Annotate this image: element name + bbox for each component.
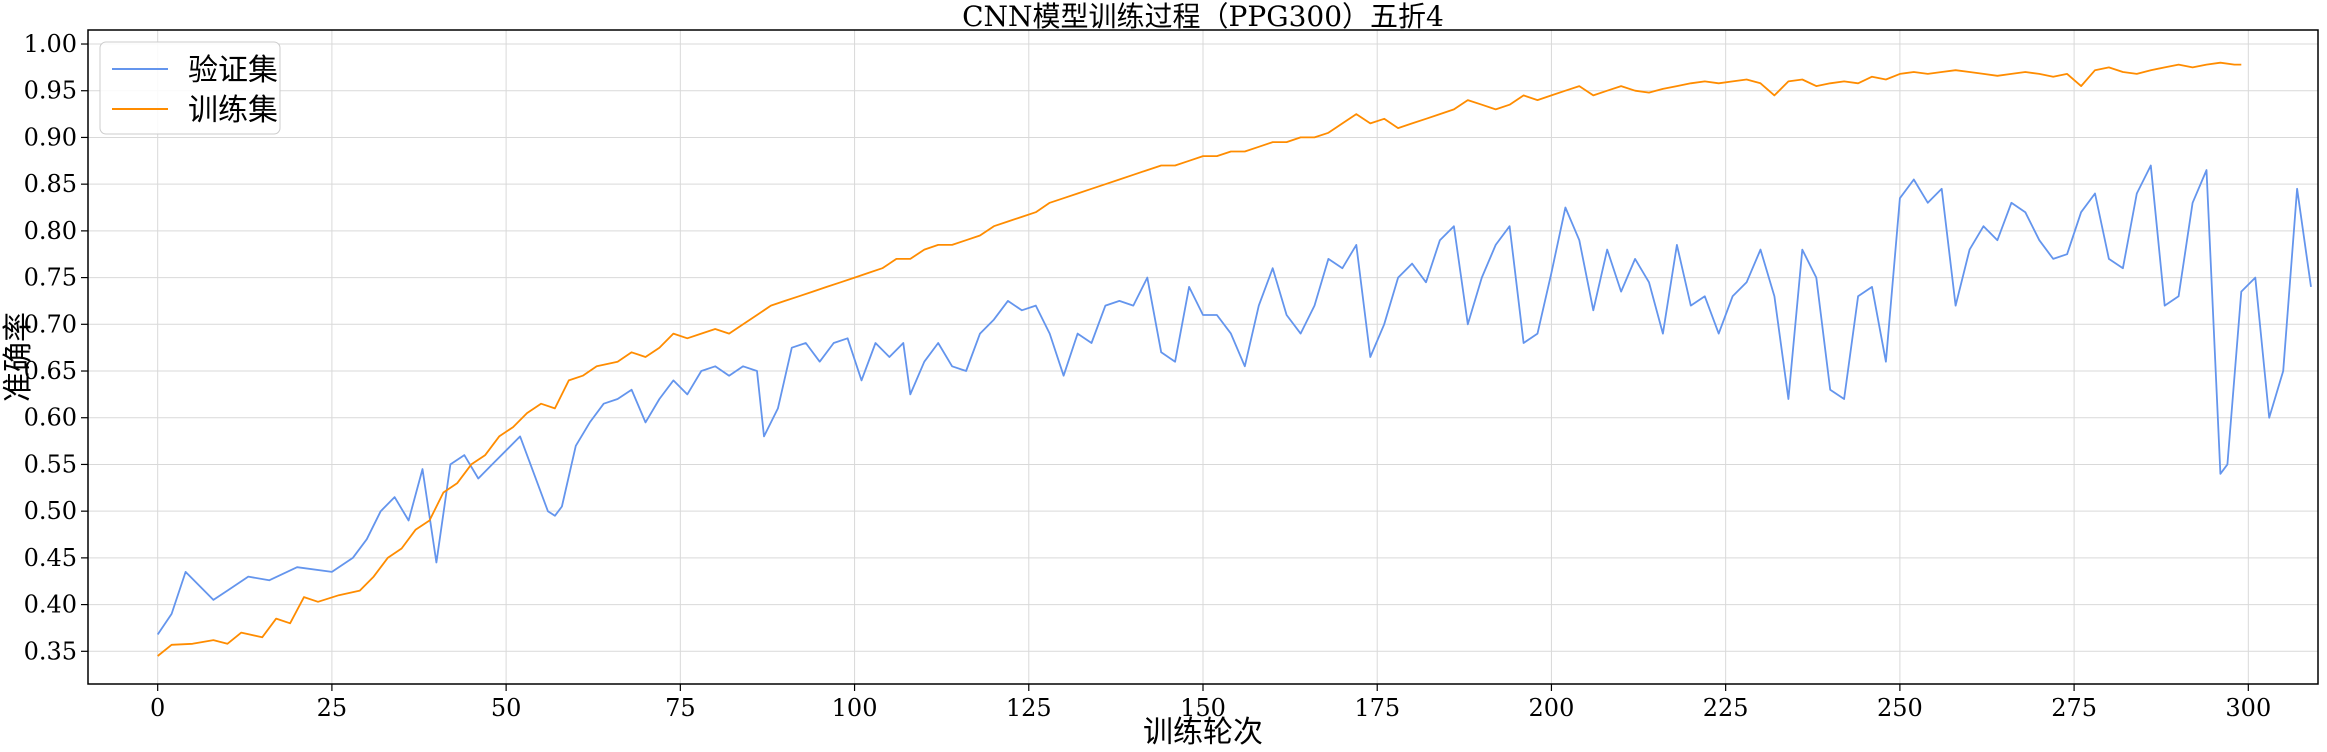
x-tick-label: 0 — [150, 694, 165, 722]
x-tick-label: 300 — [2225, 694, 2271, 722]
y-tick-label: 0.85 — [24, 170, 77, 198]
series-lines — [156, 61, 2312, 657]
y-tick-label: 0.75 — [24, 264, 77, 292]
x-tick-label: 275 — [2051, 694, 2097, 722]
y-tick-label: 1.00 — [24, 30, 77, 58]
y-tick-label: 0.45 — [24, 544, 77, 572]
x-tick-label: 200 — [1529, 694, 1575, 722]
x-tick-label: 250 — [1877, 694, 1923, 722]
x-tick-label: 225 — [1703, 694, 1749, 722]
x-tick-label: 100 — [832, 694, 878, 722]
x-tick-label: 50 — [491, 694, 522, 722]
y-axis-label: 准确率 — [1, 312, 36, 402]
y-tick-label: 0.40 — [24, 591, 77, 619]
y-tick-label: 0.60 — [24, 404, 77, 432]
x-tick-label: 150 — [1180, 694, 1226, 722]
x-tick-label: 175 — [1354, 694, 1400, 722]
x-tick-label: 25 — [317, 694, 348, 722]
series-line-1 — [157, 61, 2242, 657]
grid — [88, 30, 2318, 684]
series-line-0 — [156, 164, 2312, 636]
y-tick-label: 0.55 — [24, 450, 77, 478]
y-tick-label: 0.35 — [24, 637, 77, 665]
y-tick-label: 0.70 — [24, 310, 77, 338]
y-tick-label: 0.90 — [24, 123, 77, 151]
ticks: 0 25 50 75 100 125 150 175 200 225 250 275 300 0.35 0.… — [24, 30, 2272, 722]
y-tick-label: 0.80 — [24, 217, 77, 245]
chart-title: CNN模型训练过程（PPG300）五折4 — [962, 0, 1444, 33]
y-tick-label: 0.95 — [24, 77, 77, 105]
x-tick-label: 125 — [1006, 694, 1052, 722]
x-tick-label: 75 — [665, 694, 696, 722]
legend-box — [99, 41, 281, 135]
x-axis-label: 训练轮次 — [1143, 715, 1263, 750]
y-tick-label: 0.65 — [24, 357, 77, 385]
y-tick-label: 0.50 — [24, 497, 77, 525]
legend-label: 训练集 — [188, 93, 278, 128]
legend-label: 验证集 — [188, 53, 278, 88]
